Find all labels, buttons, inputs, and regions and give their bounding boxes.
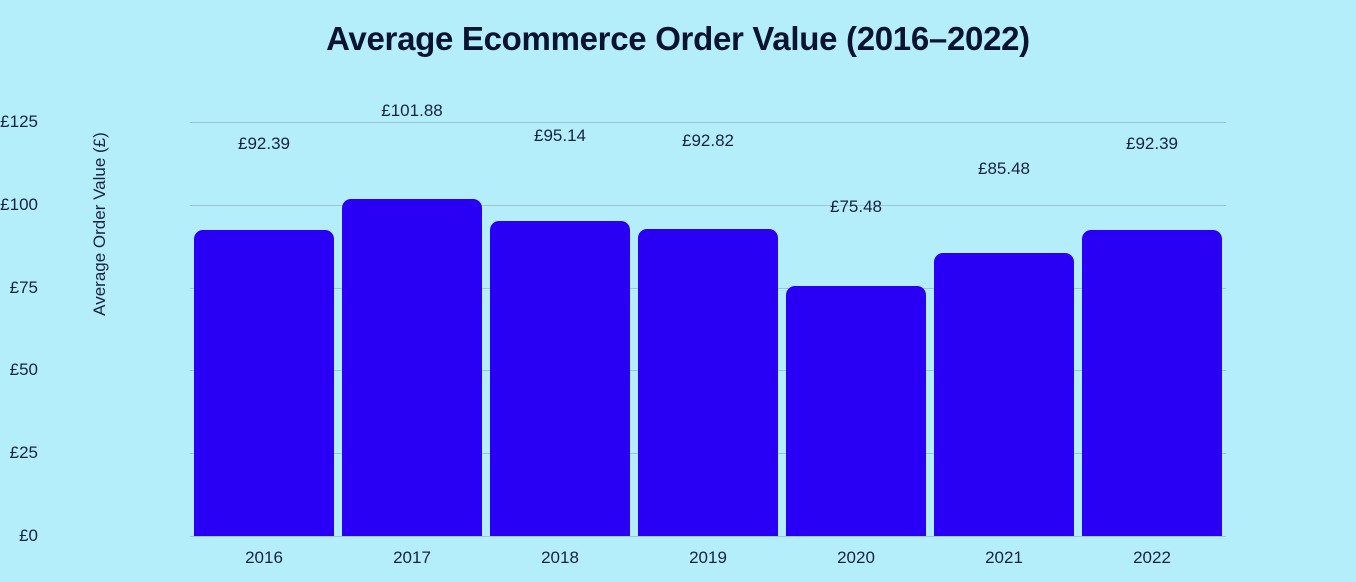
y-axis-tick-label: £75 [9, 277, 38, 297]
bar-value-label: £92.39 [1126, 134, 1178, 153]
x-axis-tick-label: 2022 [1133, 548, 1171, 567]
gridline [190, 204, 1226, 206]
y-axis-tick-label: £50 [9, 360, 38, 380]
bar-value-label: £92.82 [682, 131, 734, 150]
y-axis-tick-label: £0 [19, 526, 38, 545]
y-axis-tick-label: £25 [9, 443, 38, 463]
bar[interactable] [194, 230, 334, 536]
bar[interactable] [490, 220, 630, 536]
bar-value-label: £95.14 [534, 126, 586, 145]
bar-value-label: £85.48 [978, 159, 1030, 178]
bar[interactable] [934, 252, 1074, 536]
bar[interactable] [786, 286, 926, 536]
bar-value-label: £75.48 [830, 197, 882, 216]
y-axis-tick-label: £100 [0, 194, 38, 214]
y-axis-tick-label: £125 [0, 112, 38, 131]
y-axis-title: Average Order Value (£) [90, 132, 109, 316]
bar[interactable] [342, 198, 482, 536]
x-axis-tick-label: 2017 [393, 548, 431, 567]
bar[interactable] [1082, 230, 1222, 536]
bar-value-label: £101.88 [381, 101, 443, 120]
bar[interactable] [638, 228, 778, 536]
x-axis-tick-label: 2019 [689, 548, 727, 567]
plot-area: £0 £25 £50 £75 £100 £125 £92.39 £101.88 £95.14 £… [0, 101, 1226, 567]
bar-value-label: £92.39 [238, 134, 290, 153]
x-axis-tick-label: 2016 [245, 548, 283, 567]
x-axis-tick-label: 2021 [985, 548, 1023, 567]
gridline [190, 122, 1226, 123]
gridline [190, 536, 1226, 537]
x-axis-tick-label: 2018 [541, 548, 579, 567]
x-axis-tick-label: 2020 [837, 548, 875, 567]
chart-title: Average Ecommerce Order Value (2016–2022… [326, 20, 1030, 57]
